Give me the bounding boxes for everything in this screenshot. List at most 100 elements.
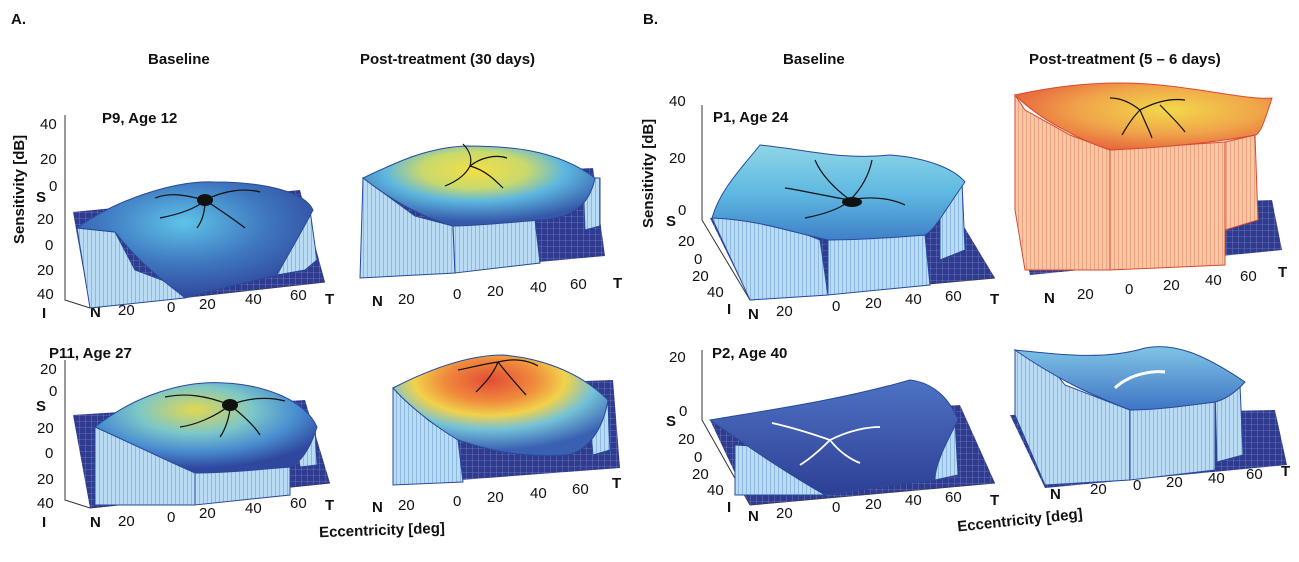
- z-tick-b1-0: 0: [678, 202, 687, 219]
- y-tick-a2-0: 0: [45, 445, 54, 462]
- y-axis-label-b: Sensitivity [dB]: [640, 118, 657, 228]
- surface-plot-b-p2-post: [1010, 346, 1287, 488]
- x-tick-a2r-n: N: [372, 499, 383, 516]
- y-tick-a1-0: 0: [45, 237, 54, 254]
- x-tick-b1l-20a: 20: [776, 303, 793, 320]
- x-tick-b2r-20b: 20: [1166, 474, 1183, 491]
- y-tick-b2-20b: 20: [692, 466, 709, 483]
- x-axis-label-a: Eccentricity [deg]: [318, 519, 446, 542]
- subject-label-p1: P1, Age 24: [713, 109, 789, 126]
- y-tick-a2-40: 40: [37, 495, 54, 512]
- x-tick-b2r-n: N: [1050, 486, 1061, 503]
- subject-label-p2: P2, Age 40: [712, 345, 788, 362]
- z-tick-b1-40: 40: [669, 93, 686, 110]
- panel-letter-b: B.: [643, 11, 658, 28]
- x-tick-b1r-40: 40: [1205, 272, 1222, 289]
- x-tick-a1l-t: T: [325, 291, 335, 308]
- x-tick-a1l-20b: 20: [199, 296, 216, 313]
- z-tick-a2-20: 20: [40, 361, 57, 378]
- x-tick-a2l-20b: 20: [199, 505, 216, 522]
- y-tick-a1-20b: 20: [37, 262, 54, 279]
- y-tick-b1-0: 0: [694, 251, 703, 268]
- z-tick-b2-20: 20: [669, 349, 686, 366]
- y-tick-b1-40: 40: [707, 284, 724, 301]
- z-tick-a2-0: 0: [49, 383, 58, 400]
- x-tick-a1l-20a: 20: [118, 302, 135, 319]
- x-tick-b2l-20b: 20: [865, 496, 882, 513]
- column-title-b-post: Post-treatment (5 – 6 days): [1029, 51, 1221, 68]
- surface-plot-a-p11-post: [392, 354, 620, 486]
- x-tick-b1l-0: 0: [832, 298, 841, 315]
- x-tick-b2r-60: 60: [1246, 466, 1263, 483]
- x-tick-b1l-40: 40: [905, 291, 922, 308]
- z-tick-a1-20: 20: [40, 151, 57, 168]
- y-tick-b1-s: S: [666, 213, 677, 230]
- y-tick-a1-i: I: [42, 305, 47, 322]
- x-tick-b1r-t: T: [1278, 264, 1288, 281]
- x-tick-a2l-60: 60: [290, 495, 307, 512]
- x-tick-b1l-n: N: [748, 306, 759, 323]
- x-tick-b2l-40: 40: [905, 492, 922, 509]
- column-title-a-post: Post-treatment (30 days): [360, 51, 536, 68]
- surface-plot-a-p11-baseline: [64, 360, 331, 509]
- x-tick-b2l-n: N: [748, 508, 759, 525]
- subject-label-p9: P9, Age 12: [102, 110, 178, 127]
- surface-plot-b-p2-baseline: [701, 350, 996, 506]
- x-tick-b1r-n: N: [1044, 290, 1055, 307]
- x-tick-a1l-60: 60: [290, 287, 307, 304]
- x-tick-b1r-0: 0: [1125, 281, 1134, 298]
- y-tick-b2-i: I: [727, 499, 732, 516]
- y-tick-a1-40: 40: [37, 286, 54, 303]
- y-tick-b1-20a: 20: [678, 233, 695, 250]
- y-tick-b2-0: 0: [694, 449, 703, 466]
- x-tick-b2r-t: T: [1281, 463, 1291, 480]
- x-tick-a2l-20a: 20: [118, 513, 135, 530]
- y-tick-a2-20a: 20: [37, 420, 54, 437]
- x-tick-a1r-0: 0: [453, 286, 462, 303]
- x-tick-a2l-0: 0: [167, 509, 176, 526]
- x-tick-a2r-60: 60: [572, 481, 589, 498]
- y-tick-a1-s: S: [36, 189, 47, 206]
- x-tick-b2r-0: 0: [1133, 477, 1142, 494]
- x-tick-a1r-20b: 20: [487, 283, 504, 300]
- surface-plot-b-p1-post: [1014, 82, 1282, 275]
- x-tick-b2r-40: 40: [1208, 470, 1225, 487]
- x-tick-a1r-n: N: [372, 293, 383, 310]
- x-tick-a1r-20a: 20: [398, 291, 415, 308]
- x-tick-a1l-n: N: [90, 304, 101, 321]
- z-tick-b1-20: 20: [669, 150, 686, 167]
- z-tick-a1-40: 40: [40, 116, 57, 133]
- x-tick-a2r-40: 40: [530, 485, 547, 502]
- x-tick-b1r-20b: 20: [1163, 277, 1180, 294]
- surface-plot-a-p9-baseline: [64, 115, 326, 309]
- x-tick-b1l-20b: 20: [865, 295, 882, 312]
- x-tick-b1r-60: 60: [1240, 268, 1257, 285]
- y-tick-b2-s: S: [666, 413, 677, 430]
- panel-letter-a: A.: [11, 11, 26, 28]
- x-tick-b2l-60: 60: [945, 489, 962, 506]
- x-tick-a2r-20a: 20: [398, 497, 415, 514]
- x-tick-b2r-20a: 20: [1090, 481, 1107, 498]
- x-tick-b2l-20a: 20: [776, 505, 793, 522]
- column-title-a-baseline: Baseline: [148, 51, 210, 68]
- subject-label-p11: P11, Age 27: [49, 345, 132, 362]
- y-tick-b1-20b: 20: [692, 268, 709, 285]
- y-tick-b1-i: I: [727, 301, 732, 318]
- x-tick-a1r-40: 40: [530, 279, 547, 296]
- y-tick-b2-20a: 20: [678, 431, 695, 448]
- y-axis-label-a: Sensitivity [dB]: [11, 134, 28, 244]
- x-tick-a2l-n: N: [90, 514, 101, 531]
- y-tick-a2-20b: 20: [37, 471, 54, 488]
- x-tick-a1l-0: 0: [167, 299, 176, 316]
- x-tick-b1l-t: T: [990, 291, 1000, 308]
- x-tick-b2l-0: 0: [832, 499, 841, 516]
- z-tick-b2-0: 0: [679, 403, 688, 420]
- x-tick-a2l-40: 40: [245, 500, 262, 517]
- x-tick-a2r-0: 0: [453, 493, 462, 510]
- surface-plot-a-p9-post: [359, 143, 605, 279]
- surface-plot-b-p1-baseline: [701, 105, 996, 301]
- x-tick-a1r-t: T: [613, 275, 623, 292]
- x-tick-a1l-40: 40: [245, 291, 262, 308]
- x-tick-a2r-t: T: [612, 475, 622, 492]
- z-tick-a1-0: 0: [49, 178, 58, 195]
